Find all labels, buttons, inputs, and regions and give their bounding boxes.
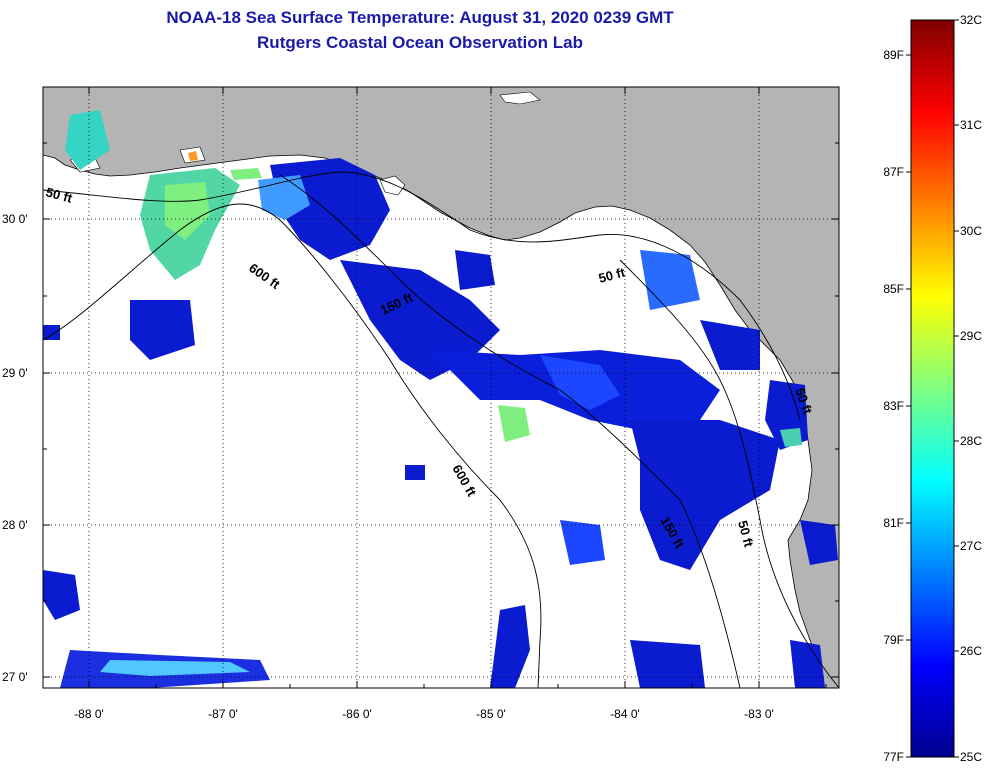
colorbar-label-fahrenheit: 83F xyxy=(883,399,904,413)
lat-label: 29 0' xyxy=(2,366,28,380)
colorbar-label-celsius: 27C xyxy=(960,539,982,553)
lat-label: 27 0' xyxy=(2,670,28,684)
colorbar-label-fahrenheit: 77F xyxy=(883,750,904,764)
colorbar-label-celsius: 29C xyxy=(960,329,982,343)
map-title: NOAA-18 Sea Surface Temperature: August … xyxy=(166,8,674,27)
axis-ticks xyxy=(43,87,839,688)
contour-label-50ft: 50 ft xyxy=(44,184,74,206)
colorbar-label-fahrenheit: 89F xyxy=(883,48,904,62)
lat-label: 28 0' xyxy=(2,518,28,532)
bay-inlet xyxy=(69,91,541,196)
lon-label: -85 0' xyxy=(476,707,506,721)
sst-data xyxy=(43,110,838,688)
lon-label: -83 0' xyxy=(744,707,774,721)
colorbar-label-fahrenheit: 81F xyxy=(883,516,904,530)
land-mass xyxy=(43,87,839,688)
lon-label: -86 0' xyxy=(342,707,372,721)
colorbar-label-fahrenheit: 79F xyxy=(883,633,904,647)
lon-label: -88 0' xyxy=(74,707,104,721)
colorbar-label-fahrenheit: 87F xyxy=(883,165,904,179)
graticule xyxy=(43,87,839,688)
lon-label: -84 0' xyxy=(610,707,640,721)
depth-contours xyxy=(43,171,839,688)
contour-label-50ft: 50 ft xyxy=(597,264,627,286)
colorbar-ticks xyxy=(906,19,959,758)
colorbar-label-celsius: 32C xyxy=(960,13,982,27)
colorbar-label-celsius: 30C xyxy=(960,224,982,238)
colorbar-label-celsius: 25C xyxy=(960,750,982,764)
colorbar-label-celsius: 28C xyxy=(960,434,982,448)
lon-label: -87 0' xyxy=(208,707,238,721)
map-subtitle: Rutgers Coastal Ocean Observation Lab xyxy=(257,33,583,52)
colorbar xyxy=(910,19,955,758)
colorbar-label-fahrenheit: 85F xyxy=(883,282,904,296)
contour-label-50ft: 50 ft xyxy=(735,519,757,549)
map-frame xyxy=(42,86,840,689)
lat-label: 30 0' xyxy=(2,212,28,226)
colorbar-label-celsius: 31C xyxy=(960,118,982,132)
colorbar-label-celsius: 26C xyxy=(960,644,982,658)
